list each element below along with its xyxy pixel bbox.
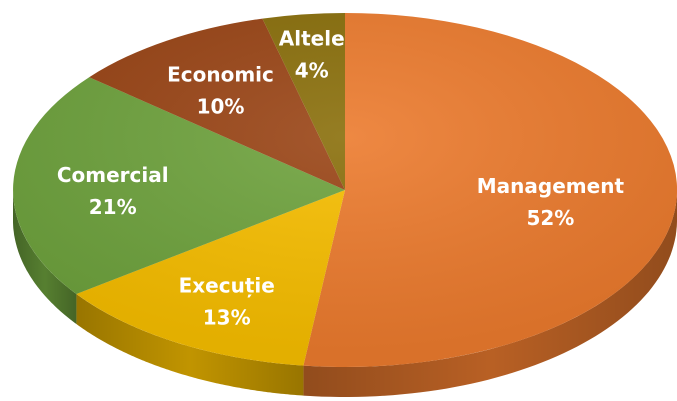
side-wall-shading (13, 190, 77, 324)
pie-side-walls (13, 190, 677, 397)
data-label-execuție: Execuție 13% (179, 274, 275, 330)
slice-category-label: Altele (279, 27, 345, 51)
slice-percent-label: 52% (526, 206, 574, 230)
pie-labels: Management 52% Execuție 13% Comercial 21% Econ… (57, 27, 625, 330)
slice-category-label: Comercial (57, 163, 169, 187)
side-wall-shading (303, 191, 677, 397)
slice-category-label: Economic (167, 62, 274, 86)
data-label-comercial: Comercial 21% (57, 163, 169, 219)
data-label-economic: Economic 10% (167, 62, 274, 118)
slice-percent-label: 21% (89, 195, 137, 219)
slice-category-label: Management (477, 174, 625, 198)
data-label-altele: Altele 4% (279, 27, 345, 83)
side-wall-shading (76, 294, 304, 396)
pie-top-faces (13, 13, 677, 367)
data-label-management: Management 52% (477, 174, 625, 230)
slice-percent-label: 13% (203, 306, 251, 330)
slice-percent-label: 10% (197, 94, 245, 118)
slice-percent-label: 4% (295, 59, 329, 83)
pie-gloss (13, 13, 677, 367)
slice-category-label: Execuție (179, 274, 275, 298)
